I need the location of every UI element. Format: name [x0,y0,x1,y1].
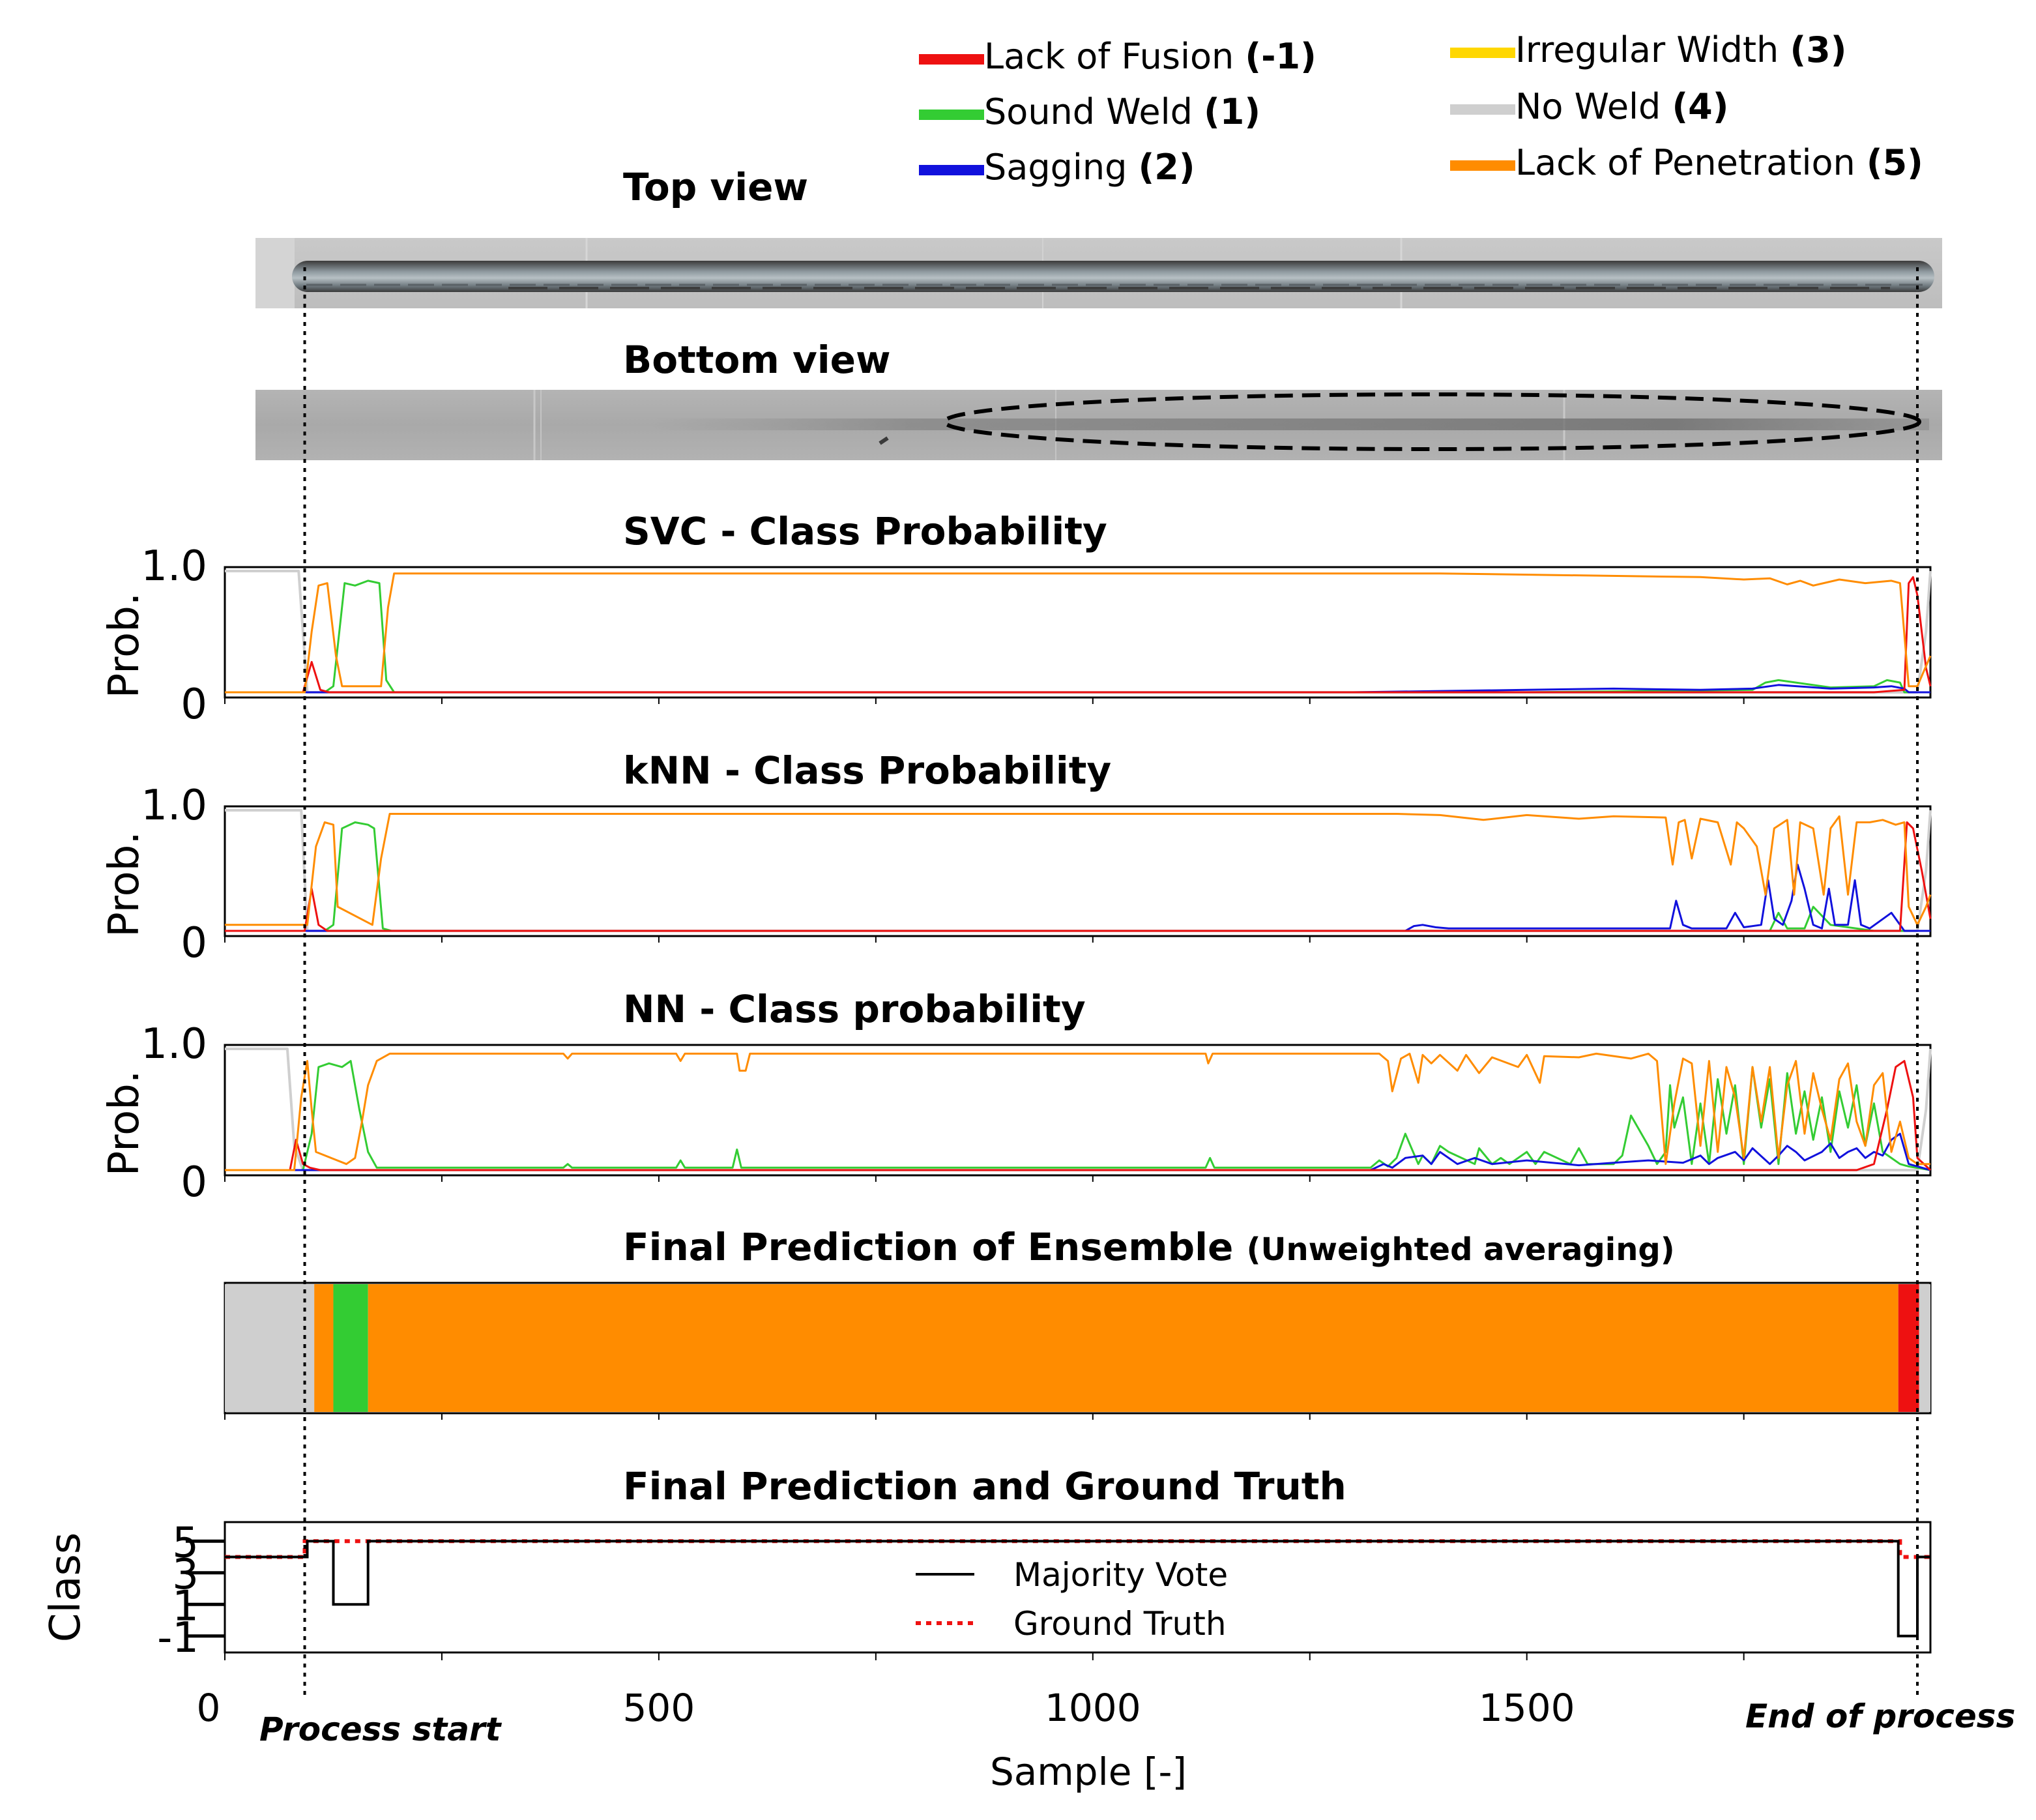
legend-label: Irregular Width [1515,29,1790,70]
series-line-majority_vote [225,1540,1930,1637]
series-line-lack_of_fusion [225,576,1932,694]
knn-probability-panel: 1.0 0 Prob. [100,782,1932,967]
legend-swatch-sound_weld [919,110,984,120]
nn-title: NN - Class probability [623,987,1086,1031]
legend-label-ground-truth: Ground Truth [1013,1605,1227,1643]
series-line-lack_of_penetration [225,1052,1930,1171]
y-axis-label: Class [42,1533,90,1642]
ensemble-title: Final Prediction of Ensemble (Unweighted… [623,1225,1675,1269]
legend-swatch-no_weld [1450,104,1515,115]
segment-no_weld [225,1284,315,1412]
series-line-sagging [225,684,1930,694]
y-tick-label-top: 1.0 [141,1020,207,1068]
final-title: Final Prediction and Ground Truth [623,1464,1346,1508]
knn-title: kNN - Class Probability [623,748,1111,793]
series-line-sagging [225,863,1930,932]
legend: Lack of Fusion (-1)Sound Weld (1)Sagging… [919,29,1923,188]
x-tick-label: 500 [623,1686,695,1730]
top-view-title: Top view [623,165,808,209]
legend-entry-lack_of_penetration: Lack of Penetration (5) [1515,142,1923,183]
legend-label: Lack of Fusion [984,36,1245,77]
legend-entry-no_weld: No Weld (4) [1515,86,1728,127]
bottom-view-title: Bottom view [623,338,891,382]
y-tick-label-bottom: 0 [181,1158,207,1207]
segment-sound_weld [333,1284,368,1412]
svc-probability-panel: 1.0 0 Prob. [100,542,1932,729]
segment-no_weld [1919,1284,1930,1412]
legend-swatch-sagging [919,165,984,175]
legend-code: (4) [1672,86,1729,127]
end-of-process-label: End of process [1745,1697,2015,1735]
legend-entry-sound_weld: Sound Weld (1) [984,91,1260,132]
plot-frame [224,1044,1932,1177]
final-prediction-panel: 531-1 Class Majority Vote Ground Truth [42,1519,1932,1662]
legend-code: (3) [1790,29,1846,70]
series-line-sound_weld [225,1060,1931,1171]
legend-code: (-1) [1245,36,1316,77]
legend-label: No Weld [1515,86,1672,127]
series-line-lack_of_penetration [225,813,1932,926]
y-tick-label-top: 1.0 [141,782,207,830]
legend-entry-irregular_width: Irregular Width (3) [1515,29,1846,70]
svc-title: SVC - Class Probability [623,509,1107,553]
ensemble-subtitle: (Unweighted averaging) [1247,1231,1675,1268]
legend-swatch-irregular_width [1450,48,1515,58]
segment-lack_of_fusion [1898,1284,1919,1412]
legend-label: Sagging [984,147,1139,188]
legend-code: (5) [1867,142,1923,183]
y-tick-label-top: 1.0 [141,542,207,591]
defect-region-ellipse [942,392,1921,451]
legend-label: Lack of Penetration [1515,142,1867,183]
x-tick-label: 1500 [1479,1686,1575,1730]
ensemble-title-main: Final Prediction of Ensemble [623,1225,1233,1269]
legend-label-majority-vote: Majority Vote [1013,1556,1228,1594]
process-start-label: Process start [259,1710,502,1748]
legend-code: (2) [1139,147,1195,188]
legend-entry-sagging: Sagging (2) [984,147,1195,188]
segment-lack_of_penetration [368,1284,1898,1412]
legend-code: (1) [1204,91,1260,132]
series-line-sagging [225,1132,1931,1171]
y-axis-label: Prob. [100,593,149,699]
y-tick-label: 1 [172,1582,199,1630]
y-tick-label: 5 [172,1519,199,1567]
process-markers [303,267,1919,1698]
ensemble-prediction-panel [224,1282,1932,1420]
y-tick-label: 3 [172,1551,199,1599]
legend-swatch-lack_of_penetration [1450,160,1515,171]
series-line-lack_of_penetration [225,572,1932,694]
legend-label: Sound Weld [984,91,1204,132]
nn-probability-panel: 1.0 0 Prob. [100,1020,1932,1207]
x-tick-label: 1000 [1045,1686,1141,1730]
legend-entry-lack_of_fusion: Lack of Fusion (-1) [984,36,1316,77]
plot-frame [224,805,1932,937]
x-axis-label: Sample [-] [990,1750,1187,1794]
y-tick-label: -1 [157,1614,199,1662]
x-tick-label: 0 [197,1686,221,1730]
plot-frame [224,566,1932,699]
top-view-image [255,238,1942,308]
y-axis-label: Prob. [100,831,149,937]
segment-lack_of_penetration [314,1284,334,1412]
y-tick-label-bottom: 0 [181,681,207,729]
y-axis-label: Prob. [100,1070,149,1177]
y-tick-label-bottom: 0 [181,919,207,967]
x-axis: 0 500 1000 1500 [197,1652,1745,1730]
legend-swatch-lack_of_fusion [919,54,984,65]
